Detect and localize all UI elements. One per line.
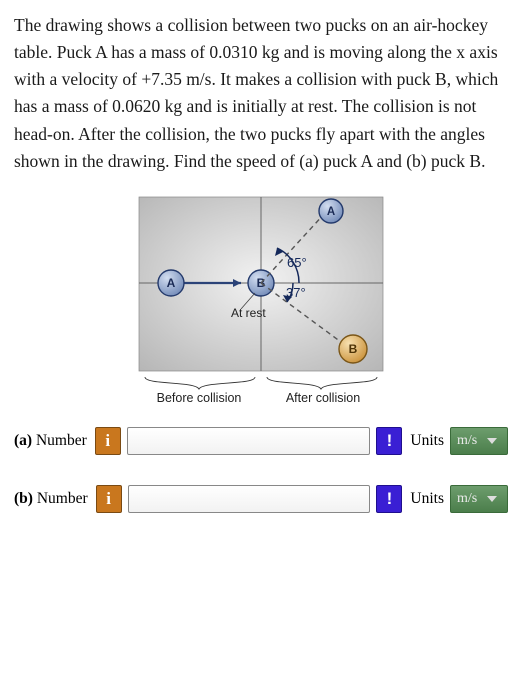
chevron-down-icon bbox=[487, 496, 497, 502]
units-select-a-value: m/s bbox=[457, 433, 477, 449]
warn-icon[interactable]: ! bbox=[376, 485, 402, 513]
units-label-a: Units bbox=[410, 432, 444, 450]
chevron-down-icon bbox=[487, 438, 497, 444]
puck-a-after-label: A bbox=[327, 206, 335, 218]
info-icon[interactable]: i bbox=[95, 427, 121, 455]
before-caption: Before collision bbox=[157, 391, 242, 405]
puck-b-after-label: B bbox=[349, 342, 358, 356]
answer-a-label: (a) Number bbox=[14, 432, 87, 450]
answer-a-input[interactable] bbox=[127, 427, 371, 455]
angle-b-label: 37° bbox=[286, 285, 306, 300]
after-caption: After collision bbox=[286, 391, 360, 405]
answer-row-b: (b) Number i ! Units m/s bbox=[14, 485, 508, 513]
answer-row-a: (a) Number i ! Units m/s bbox=[14, 427, 508, 455]
collision-diagram: A B At rest 65° 37° A B Before collision… bbox=[14, 193, 508, 405]
answer-b-label: (b) Number bbox=[14, 490, 88, 508]
problem-text: The drawing shows a collision between tw… bbox=[14, 12, 508, 175]
units-select-a[interactable]: m/s bbox=[450, 427, 508, 455]
at-rest-caption: At rest bbox=[231, 306, 266, 320]
warn-icon[interactable]: ! bbox=[376, 427, 402, 455]
puck-a-before-label: A bbox=[167, 276, 176, 290]
info-icon[interactable]: i bbox=[96, 485, 122, 513]
answer-b-input[interactable] bbox=[128, 485, 371, 513]
angle-a-label: 65° bbox=[287, 255, 307, 270]
units-select-b-value: m/s bbox=[457, 491, 477, 507]
units-select-b[interactable]: m/s bbox=[450, 485, 508, 513]
units-label-b: Units bbox=[410, 490, 444, 508]
